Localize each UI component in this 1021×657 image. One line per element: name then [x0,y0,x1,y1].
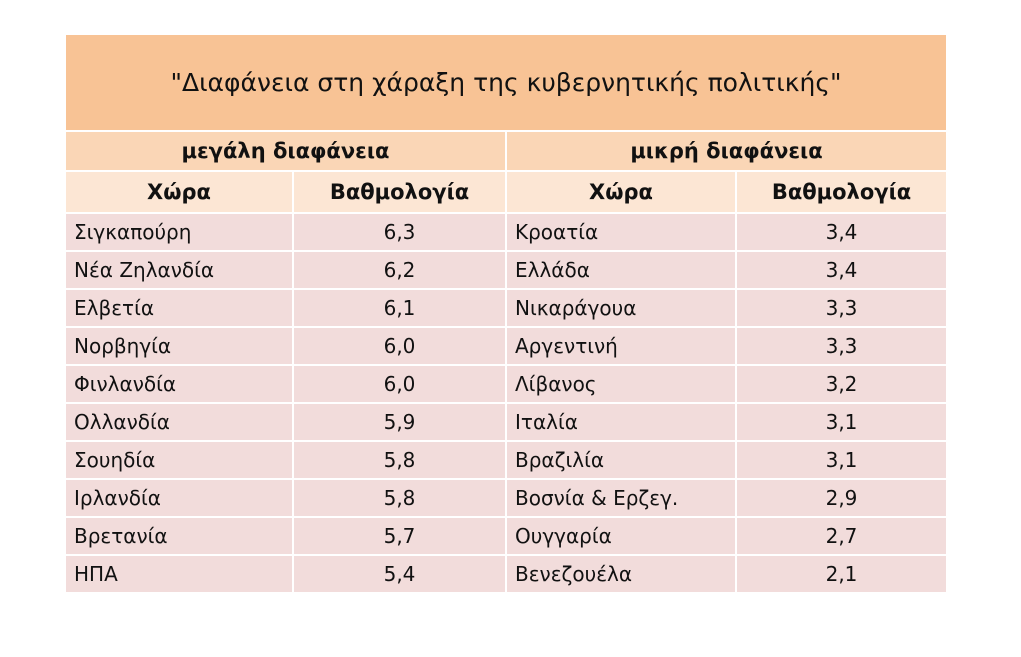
score-cell: 5,7 [292,516,507,556]
table-title: "Διαφάνεια στη χάραξη της κυβερνητικής π… [64,33,948,132]
score-cell: 5,8 [292,440,507,480]
score-cell: 5,9 [292,402,507,442]
score-cell: 6,0 [292,326,507,366]
group-header: μεγάλη διαφάνεια [64,130,507,172]
score-cell: 3,4 [735,250,948,290]
group-header: μικρή διαφάνεια [505,130,948,172]
country-cell: Ουγγαρία [505,516,737,556]
data-row: Φινλανδία 6,0 Λίβανος 3,2 [64,364,948,404]
score-cell: 6,3 [292,212,507,252]
score-cell: 3,1 [735,402,948,442]
country-cell: Ελβετία [64,288,294,328]
country-cell: Νέα Ζηλανδία [64,250,294,290]
title-row: "Διαφάνεια στη χάραξη της κυβερνητικής π… [64,33,948,132]
data-row: Ελβετία 6,1 Νικαράγουα 3,3 [64,288,948,328]
score-cell: 5,4 [292,554,507,594]
score-cell: 3,3 [735,326,948,366]
header-row: Χώρα Βαθμολογία Χώρα Βαθμολογία [64,170,948,214]
country-cell: Κροατία [505,212,737,252]
column-header: Χώρα [64,170,294,214]
score-cell: 3,1 [735,440,948,480]
data-row: Ιρλανδία 5,8 Βοσνία & Ερζεγ. 2,9 [64,478,948,518]
score-cell: 6,0 [292,364,507,404]
score-cell: 2,1 [735,554,948,594]
country-cell: Νικαράγουα [505,288,737,328]
score-cell: 5,8 [292,478,507,518]
score-cell: 2,9 [735,478,948,518]
column-header: Βαθμολογία [735,170,948,214]
data-row: Βρετανία 5,7 Ουγγαρία 2,7 [64,516,948,556]
country-cell: Λίβανος [505,364,737,404]
country-cell: Νορβηγία [64,326,294,366]
data-row: Σιγκαπούρη 6,3 Κροατία 3,4 [64,212,948,252]
country-cell: Σουηδία [64,440,294,480]
country-cell: Ιταλία [505,402,737,442]
country-cell: Βενεζουέλα [505,554,737,594]
score-cell: 3,3 [735,288,948,328]
country-cell: Βραζιλία [505,440,737,480]
score-cell: 2,7 [735,516,948,556]
score-cell: 3,4 [735,212,948,252]
country-cell: Βρετανία [64,516,294,556]
column-header: Χώρα [505,170,737,214]
data-row: Νορβηγία 6,0 Αργεντινή 3,3 [64,326,948,366]
data-table: "Διαφάνεια στη χάραξη της κυβερνητικής π… [64,33,948,594]
country-cell: Ελλάδα [505,250,737,290]
data-row: Σουηδία 5,8 Βραζιλία 3,1 [64,440,948,480]
country-cell: Βοσνία & Ερζεγ. [505,478,737,518]
country-cell: Ολλανδία [64,402,294,442]
country-cell: Αργεντινή [505,326,737,366]
column-header: Βαθμολογία [292,170,507,214]
score-cell: 6,2 [292,250,507,290]
country-cell: Ιρλανδία [64,478,294,518]
country-cell: ΗΠΑ [64,554,294,594]
score-cell: 3,2 [735,364,948,404]
score-cell: 6,1 [292,288,507,328]
data-row: Νέα Ζηλανδία 6,2 Ελλάδα 3,4 [64,250,948,290]
country-cell: Φινλανδία [64,364,294,404]
data-row: Ολλανδία 5,9 Ιταλία 3,1 [64,402,948,442]
group-row: μεγάλη διαφάνεια μικρή διαφάνεια [64,130,948,172]
data-row: ΗΠΑ 5,4 Βενεζουέλα 2,1 [64,554,948,594]
country-cell: Σιγκαπούρη [64,212,294,252]
